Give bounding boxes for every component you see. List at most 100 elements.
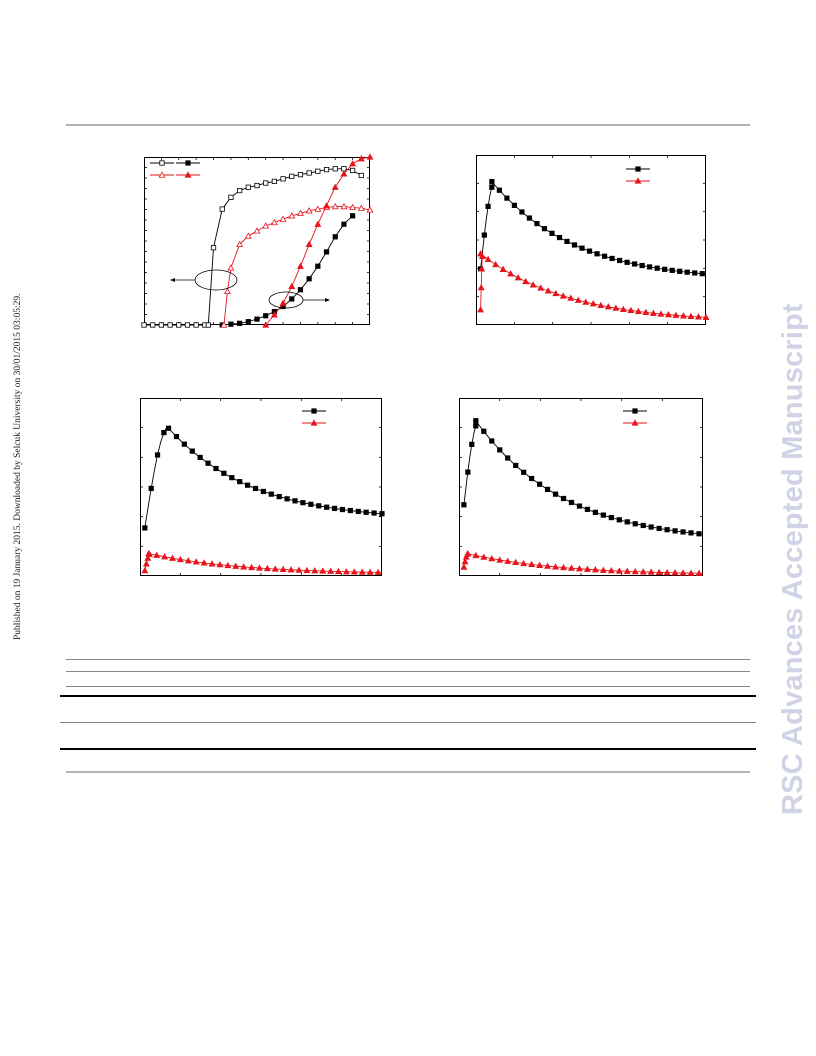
data-point [276, 494, 282, 500]
data-point [559, 292, 567, 299]
data-point [477, 306, 485, 313]
data-point [244, 232, 252, 239]
data-point [549, 230, 555, 236]
series-line [222, 215, 353, 326]
data-point [536, 561, 544, 568]
series-line [479, 252, 707, 318]
data-point [485, 203, 491, 209]
data-point [552, 491, 559, 497]
data-point [228, 321, 234, 327]
data-point [699, 271, 705, 277]
table-rule-6 [60, 748, 756, 750]
data-point [520, 559, 528, 567]
data-point [597, 301, 605, 309]
data-point [287, 566, 295, 573]
data-point [340, 170, 348, 177]
data-point [560, 563, 567, 571]
data-point [331, 505, 338, 512]
data-point [181, 441, 187, 447]
data-point [268, 491, 274, 497]
data-point [639, 568, 647, 575]
data-point [521, 469, 527, 475]
data-point [221, 470, 227, 476]
data-point [363, 509, 369, 515]
data-point [461, 558, 469, 565]
table-rule-1 [66, 659, 750, 660]
data-point [248, 563, 256, 571]
data-point [284, 496, 290, 502]
data-point [529, 281, 537, 288]
data-point [579, 245, 585, 251]
top-rule [66, 124, 750, 126]
data-point [161, 553, 169, 560]
data-point [473, 418, 479, 424]
data-point [145, 549, 153, 557]
plot-frame [144, 157, 370, 325]
data-point [568, 499, 575, 506]
data-point [477, 283, 485, 291]
data-point [245, 184, 251, 190]
download-note: Published on 19 January 2015. Downloaded… [13, 293, 23, 640]
data-point [489, 184, 495, 190]
data-point [544, 486, 551, 493]
data-point [615, 567, 623, 574]
legend-marker [632, 408, 638, 414]
data-point [197, 454, 203, 461]
data-point [692, 270, 698, 276]
chart-panel-a [141, 153, 374, 328]
data-point [173, 433, 180, 440]
data-point [632, 261, 638, 267]
data-point [341, 221, 347, 227]
annotation-arrowhead-right [325, 298, 330, 302]
data-point [592, 509, 598, 515]
data-point [332, 234, 338, 240]
data-point [656, 525, 662, 532]
data-point [306, 170, 312, 176]
data-point [316, 503, 322, 509]
data-point [477, 250, 485, 257]
data-point [237, 187, 243, 194]
data-point [541, 226, 548, 232]
data-point [255, 564, 263, 571]
data-point [315, 168, 321, 174]
data-point [358, 568, 366, 575]
data-point [696, 531, 702, 537]
data-point [227, 264, 235, 271]
data-point [324, 504, 330, 510]
data-point [537, 481, 543, 487]
plot-frame [476, 155, 706, 325]
data-point [169, 554, 176, 561]
data-point [684, 269, 690, 275]
data-point [366, 153, 374, 160]
data-point [496, 187, 502, 193]
data-point [647, 264, 653, 270]
legend-marker [634, 177, 642, 184]
data-point [679, 312, 687, 319]
data-point [340, 202, 348, 210]
data-point [519, 209, 525, 215]
chart-panel-d [459, 398, 704, 576]
data-point [662, 266, 668, 272]
data-point [219, 206, 225, 212]
data-point [556, 234, 563, 241]
data-point [141, 567, 149, 574]
data-point [263, 564, 271, 572]
data-point [534, 221, 540, 227]
table-rule-2 [66, 671, 750, 672]
data-point [647, 568, 655, 575]
data-point [529, 475, 535, 482]
data-point [236, 240, 244, 247]
data-point [513, 462, 519, 469]
data-point [205, 460, 211, 466]
data-point [537, 284, 545, 291]
data-point [142, 525, 148, 531]
data-point [589, 300, 597, 307]
data-point [591, 566, 599, 573]
data-point [584, 506, 591, 512]
data-point [271, 565, 279, 572]
data-point [522, 277, 530, 285]
data-point [192, 558, 200, 565]
data-point [208, 560, 216, 567]
data-point [210, 245, 217, 251]
data-point [460, 563, 468, 570]
